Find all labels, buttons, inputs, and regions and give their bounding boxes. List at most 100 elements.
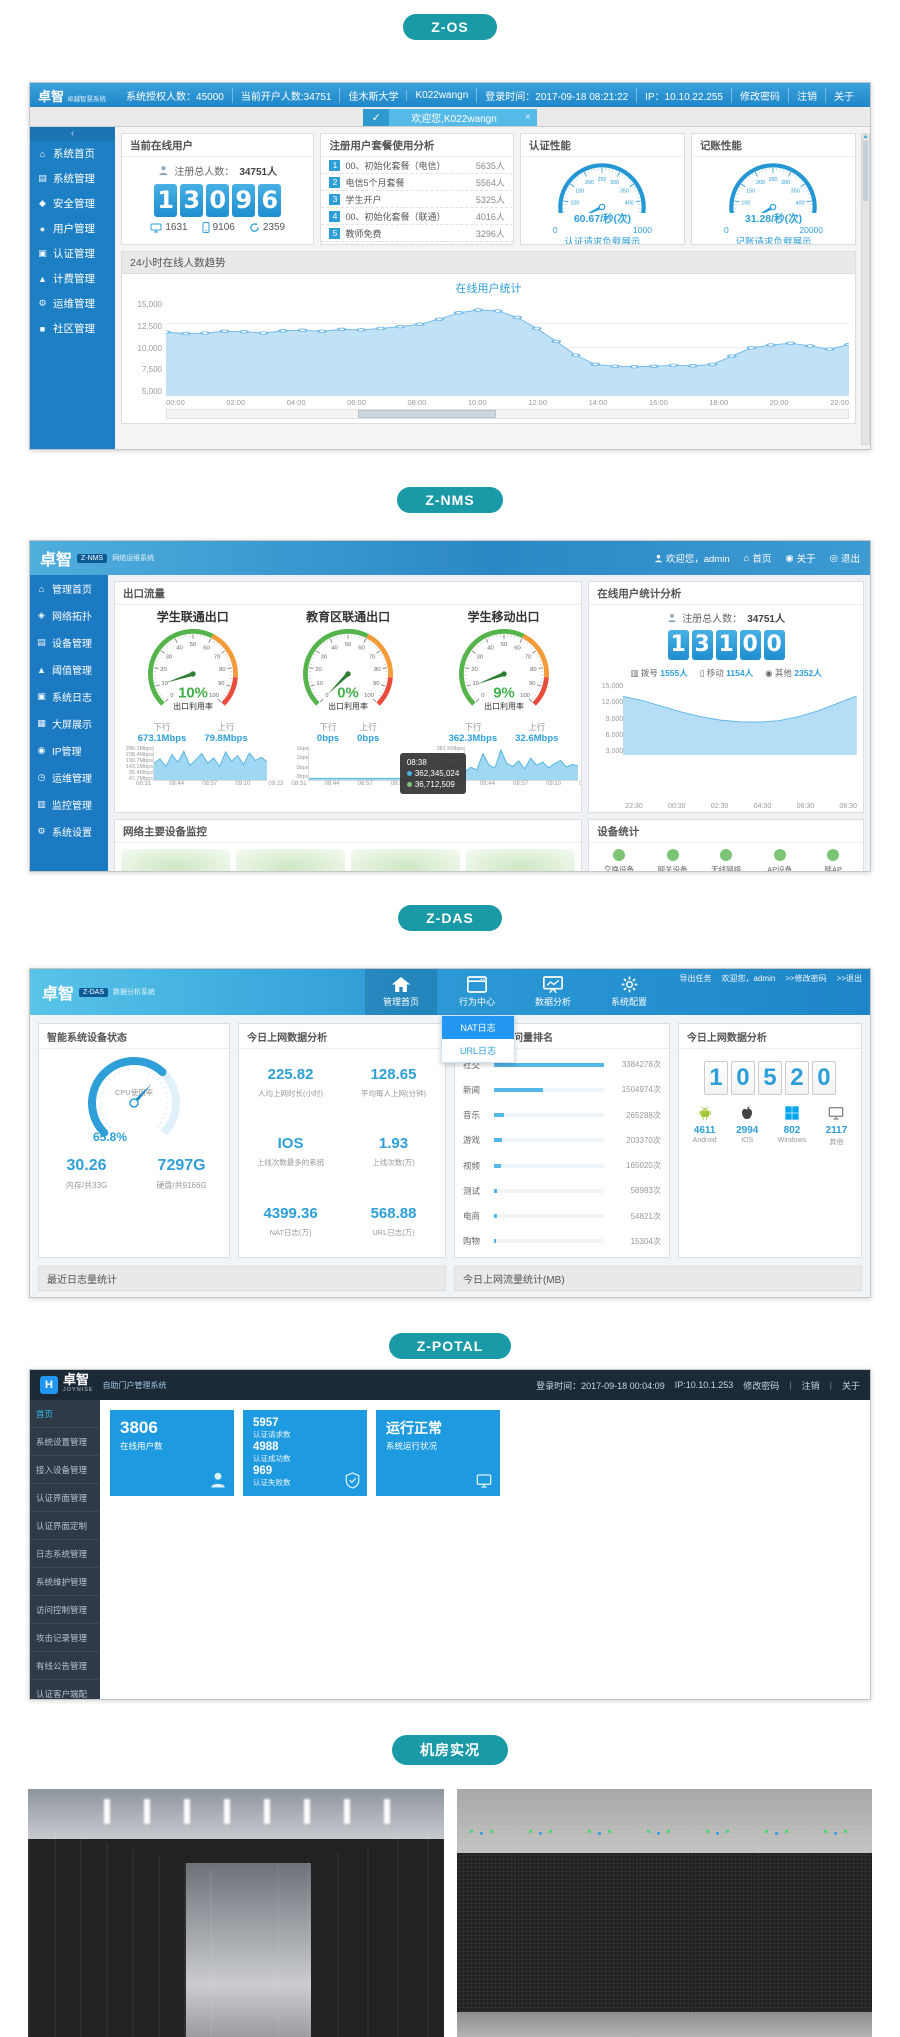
sidebar-item-community[interactable]: ■社区管理 [30,316,115,341]
info-icon: ◉ [785,553,793,564]
gear-icon: ⚙ [36,826,47,837]
sidebar-collapse-button[interactable]: ‹ [30,127,115,141]
traffic-mini-chart[interactable] [464,746,578,781]
sidebar-item-attack-records[interactable]: 攻击记录管理 [30,1624,100,1652]
sidebar-item-monitoring[interactable]: ▥监控管理 [30,791,108,818]
online-users-area-chart[interactable] [623,683,857,755]
sidebar-item-ops[interactable]: ◷运维管理 [30,764,108,791]
area-chart[interactable] [166,300,849,396]
change-password-link[interactable]: 修改密码 [743,1379,779,1392]
device-topology-thumbnail[interactable] [466,849,575,872]
clock-icon: ◷ [36,772,47,783]
svg-text:0: 0 [170,693,174,699]
zos-about-link[interactable]: 关于 [825,88,862,103]
export-task-link[interactable]: 导出任务 [680,973,712,984]
gauge-name: 教育区联通出口 [306,608,390,625]
slider-handle[interactable] [358,410,496,418]
about-link[interactable]: 关于 [842,1379,860,1392]
zos-change-password-link[interactable]: 修改密码 [731,88,788,103]
sidebar-item-maintenance[interactable]: 系统维护管理 [30,1568,100,1596]
svg-text:150: 150 [576,189,585,195]
gauge-name: 学生联通出口 [157,608,229,625]
login-time: 登录时间：2017-09-18 00:04:09 [536,1379,665,1392]
sidebar-item-home[interactable]: 首页 [30,1400,100,1428]
sidebar-item-security[interactable]: ◆安全管理 [30,191,115,216]
change-password-link[interactable]: >>修改密码 [785,973,826,984]
accounting-load-link[interactable]: 记账请求负载展示 [692,236,855,245]
zdas-badge: Z-DAS [398,905,502,931]
sidebar-item-dashboard[interactable]: ⌂管理首页 [30,575,108,602]
nav-home[interactable]: 管理首页 [365,969,437,1015]
svg-text:出口利用率: 出口利用率 [173,701,213,711]
nav-data-analysis[interactable]: 数据分析 [517,969,589,1015]
sidebar-item-devices[interactable]: ▤设备管理 [30,629,108,656]
menu-item-url-log[interactable]: URL日志 [442,1039,514,1062]
traffic-mini-chart[interactable] [153,746,267,781]
device-topology-thumbnail[interactable] [351,849,460,872]
zos-logout-link[interactable]: 注销 [788,88,825,103]
menu-item-nat-log[interactable]: NAT日志 [442,1016,514,1039]
system-status-tile[interactable]: 运行正常 系统运行状况 [376,1410,500,1496]
sidebar-item-settings[interactable]: ⚙系统设置 [30,818,108,845]
sidebar-item-auth-ui-custom[interactable]: 认证界面定制 [30,1512,100,1540]
znms-sidebar: ⌂管理首页 ◈网络拓扑 ▤设备管理 ▲阈值管理 ▣系统日志 ▦大屏展示 ◉IP管… [30,575,108,872]
registered-total-value: 34751人 [239,163,277,178]
logo-mark: H [40,1376,58,1394]
home-link[interactable]: ⌂首页 [744,551,772,565]
logout-link[interactable]: >>退出 [837,973,862,984]
logout-link[interactable]: 注销 [802,1379,820,1392]
svg-text:20: 20 [315,667,322,673]
zdas-logo: 卓智 [42,980,74,1004]
sidebar-item-users[interactable]: ●用户管理 [30,216,115,241]
logout-link[interactable]: ◎退出 [830,551,860,565]
close-icon[interactable]: × [519,109,537,126]
nav-behavior-center[interactable]: 行为中心 NAT日志 URL日志 [441,969,513,1015]
sidebar-item-topology[interactable]: ◈网络拓扑 [30,602,108,629]
device-topology-thumbnail[interactable] [121,849,230,872]
device-topology-thumbnail[interactable] [236,849,345,872]
sidebar-item-auth[interactable]: ▣认证管理 [30,241,115,266]
sidebar-item-bigscreen[interactable]: ▦大屏展示 [30,710,108,737]
sidebar-item-access-control[interactable]: 访问控制管理 [30,1596,100,1624]
data-zoom-slider[interactable] [166,409,849,419]
svg-text:70: 70 [214,654,221,660]
sidebar-item-system[interactable]: ▤系统管理 [30,166,115,191]
online-users-tile[interactable]: 3806 在线用户数 [110,1410,234,1496]
decor-rack-row [457,1824,873,2012]
sidebar-item-ops[interactable]: ⚙运维管理 [30,291,115,316]
sidebar-item-home[interactable]: ⌂系统首页 [30,141,115,166]
auth-load-link[interactable]: 认证请求负载展示 [521,236,684,245]
gauge-max: 1000 [633,225,652,236]
zos-ip: IP：10.10.22.255 [636,88,731,103]
package-row[interactable]: 602、12M-联通全校包月3264人 [321,242,512,245]
sidebar-item-access-devices[interactable]: 接入设备管理 [30,1456,100,1484]
about-link[interactable]: ◉关于 [785,551,815,565]
zos-welcome-tab[interactable]: ✓ 欢迎您,K022wangn × [363,109,537,126]
sidebar-item-wired-notice[interactable]: 有线公告管理 [30,1652,100,1680]
sidebar-item-system-settings[interactable]: 系统设置管理 [30,1428,100,1456]
refresh-count: 2359 [249,222,285,233]
zos-logo-text: 卓智 [38,86,64,105]
sidebar-item-auth-ui[interactable]: 认证界面管理 [30,1484,100,1512]
gauge-min: 0 [553,225,558,236]
sidebar-item-syslog[interactable]: ▣系统日志 [30,683,108,710]
sidebar-item-threshold[interactable]: ▲阈值管理 [30,656,108,683]
vertical-scrollbar[interactable]: ▲ [861,133,870,445]
sidebar-item-auth-client[interactable]: 认证客户端配置 [30,1680,100,1700]
registered-total-label: 注册总人数： [682,610,742,625]
sidebar-item-ip[interactable]: ◉IP管理 [30,737,108,764]
decor-rack [636,1824,693,2012]
sidebar-item-billing[interactable]: ▲计费管理 [30,266,115,291]
zos-open-users: 当前开户人数:34751 [232,88,340,103]
nav-system-config[interactable]: 系统配置 [593,969,665,1015]
sidebar-item-log-system[interactable]: 日志系统管理 [30,1540,100,1568]
